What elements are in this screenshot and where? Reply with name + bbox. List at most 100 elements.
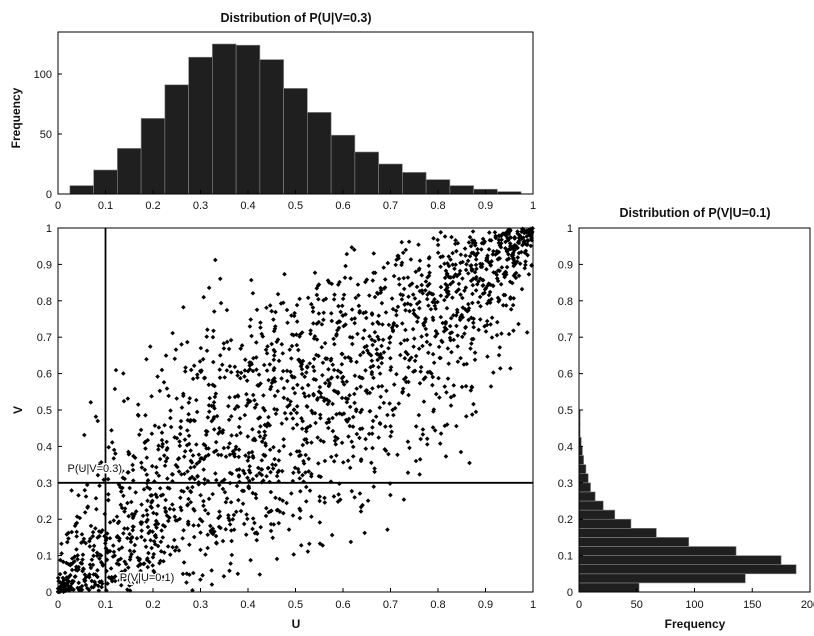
scatter-point <box>238 375 243 381</box>
scatter-point <box>289 356 294 361</box>
scatter-point <box>158 558 163 564</box>
scatter-point <box>222 375 227 380</box>
scatter-point <box>225 445 231 450</box>
scatter-point <box>358 375 364 381</box>
scatter-point <box>87 572 92 577</box>
scatter-point <box>450 250 455 256</box>
scatter-point <box>488 384 494 389</box>
right-y-tick-label: 0.5 <box>558 405 573 417</box>
scatter-point <box>252 520 257 526</box>
scatter-point <box>361 310 366 316</box>
scatter-point <box>442 234 448 239</box>
scatter-point <box>318 415 323 421</box>
scatter-point <box>138 427 144 433</box>
scatter-point <box>222 477 227 483</box>
scatter-point <box>513 275 519 281</box>
scatter-point <box>338 370 344 375</box>
scatter-point <box>187 488 193 494</box>
scatter-point <box>415 315 421 320</box>
scatter-point <box>326 419 332 425</box>
scatter-point <box>94 506 99 512</box>
top-y-tick-label: 50 <box>40 129 52 141</box>
scatter-point <box>220 428 226 433</box>
scatter-point <box>228 337 234 343</box>
scatter-point <box>445 346 451 351</box>
scatter-point <box>252 405 258 410</box>
scatter-point <box>364 387 370 393</box>
scatter-point <box>258 381 263 386</box>
scatter-point <box>188 367 194 373</box>
scatter-point <box>244 378 250 383</box>
scatter-point <box>454 423 459 429</box>
scatter-point <box>105 581 110 586</box>
scatter-point <box>450 295 455 300</box>
scatter-point <box>208 529 214 535</box>
scatter-point <box>271 353 277 358</box>
scatter-point <box>163 459 169 464</box>
scatter-y-tick-label: 0.8 <box>37 296 52 308</box>
scatter-point <box>489 335 495 340</box>
scatter-point <box>376 321 382 327</box>
scatter-point <box>406 365 411 370</box>
scatter-point <box>281 443 287 449</box>
scatter-y-tick-label: 0.4 <box>37 441 52 453</box>
scatter-point <box>218 300 224 306</box>
scatter-point <box>215 452 221 458</box>
scatter-point <box>238 430 243 436</box>
scatter-point <box>448 394 454 400</box>
scatter-point <box>160 441 166 447</box>
scatter-point <box>244 391 249 397</box>
scatter-point <box>319 322 325 327</box>
scatter-point <box>285 320 290 326</box>
scatter-point <box>177 439 182 444</box>
scatter-point <box>299 330 305 335</box>
scatter-point <box>342 275 348 281</box>
scatter-point <box>129 551 134 557</box>
scatter-point <box>464 262 469 267</box>
scatter-point <box>523 259 528 264</box>
scatter-point <box>145 524 151 530</box>
scatter-point <box>397 282 402 287</box>
scatter-point <box>203 552 208 557</box>
scatter-point <box>58 557 63 563</box>
scatter-point <box>56 578 61 584</box>
scatter-point <box>517 261 523 266</box>
scatter-point <box>228 561 233 566</box>
scatter-point <box>146 530 151 536</box>
scatter-point <box>159 444 165 449</box>
scatter-point <box>227 568 232 574</box>
right-histogram-bar <box>578 464 587 475</box>
scatter-point <box>264 351 270 356</box>
scatter-point <box>423 375 428 380</box>
top-histogram-bar <box>378 163 403 195</box>
scatter-point <box>122 506 128 511</box>
scatter-point <box>79 583 85 589</box>
scatter-point <box>86 587 92 593</box>
scatter-point <box>459 334 465 340</box>
scatter-point <box>448 315 454 321</box>
scatter-point <box>394 323 400 329</box>
scatter-point <box>427 342 433 347</box>
scatter-point <box>519 229 524 235</box>
scatter-point <box>491 370 496 375</box>
scatter-point <box>144 472 150 478</box>
scatter-point <box>458 292 463 297</box>
scatter-point <box>378 290 383 296</box>
scatter-point <box>108 566 114 571</box>
scatter-point <box>227 452 233 458</box>
scatter-point <box>196 523 201 528</box>
scatter-point <box>90 562 96 568</box>
scatter-point <box>110 543 116 548</box>
scatter-point <box>528 243 534 249</box>
scatter-point <box>311 321 316 326</box>
scatter-point <box>370 425 375 430</box>
scatter-point <box>184 571 190 577</box>
scatter-point <box>284 500 289 506</box>
scatter-point <box>448 403 454 408</box>
scatter-point <box>75 585 80 591</box>
scatter-x-tick-label: 0.2 <box>145 599 160 611</box>
scatter-point <box>270 462 275 467</box>
scatter-point <box>127 583 132 588</box>
scatter-point <box>348 539 354 545</box>
scatter-point <box>158 493 164 498</box>
